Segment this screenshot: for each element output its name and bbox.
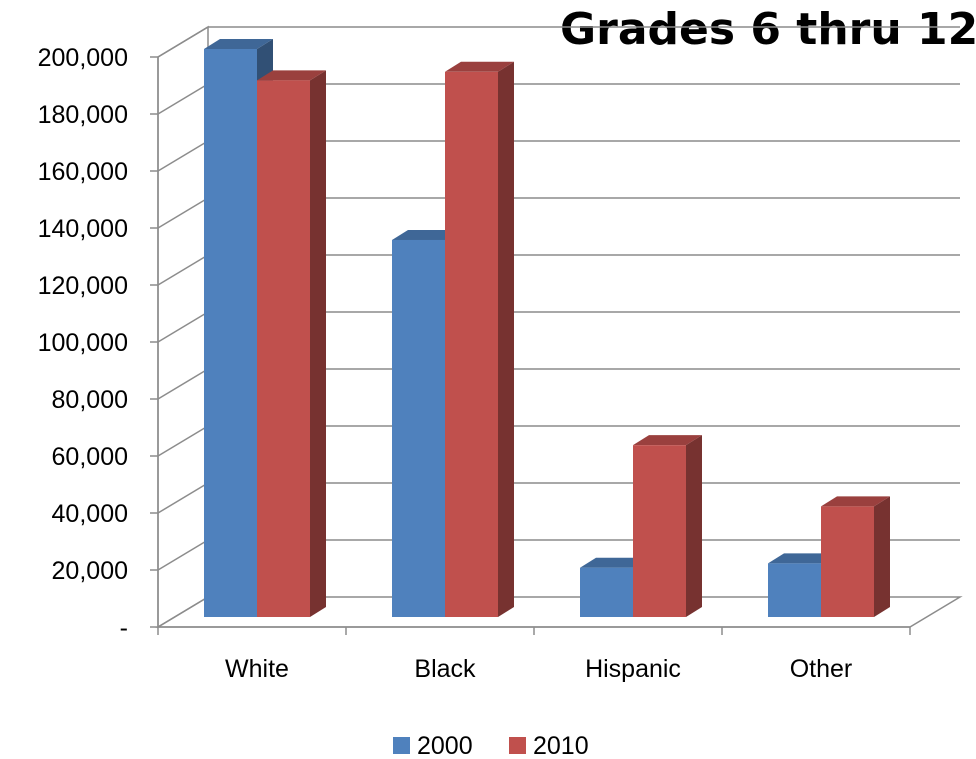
bar-front [821, 506, 874, 617]
gridline-diagonal [157, 539, 209, 571]
x-tick-label: Other [790, 655, 853, 683]
bar-front [257, 80, 310, 618]
y-tick-label: 80,000 [52, 386, 128, 414]
legend-swatch [509, 737, 526, 754]
gridline-diagonal [157, 140, 209, 172]
bar-other-2010 [821, 496, 890, 617]
bars [204, 39, 890, 618]
bar-top [445, 61, 514, 72]
bar-side [310, 70, 326, 618]
y-tick-label: 140,000 [38, 215, 128, 243]
legend-label: 2000 [417, 732, 473, 759]
y-tick-label: 200,000 [38, 44, 128, 72]
x-tick-label: Black [414, 655, 476, 683]
y-tick-label: 100,000 [38, 329, 128, 357]
gridline-diagonal [157, 197, 209, 229]
gridline-diagonal [157, 83, 209, 115]
gridline-diagonal [157, 26, 209, 58]
y-axis: - 20,000 40,000 60,000 80,000 100,000 120,000 1… [38, 44, 159, 642]
y-tick-label: 40,000 [52, 500, 128, 528]
bar-front [445, 71, 498, 618]
bar-white-2010 [257, 70, 326, 618]
bar-side [874, 496, 890, 617]
y-tick-label: 160,000 [38, 158, 128, 186]
legend-label: 2010 [533, 732, 589, 759]
legend: 2000 2010 [393, 732, 589, 759]
bar-top [257, 70, 326, 81]
x-axis: White Black Hispanic Other [157, 626, 911, 683]
gridline-diagonal [157, 482, 209, 514]
x-tick-label: White [225, 655, 289, 683]
bar-top [204, 39, 273, 49]
chart-title: Grades 6 thru 12 [560, 4, 976, 55]
bar-front [768, 563, 821, 617]
gridline-diagonal [157, 311, 209, 343]
bar-black-2010 [445, 61, 514, 618]
bar-front [580, 567, 633, 617]
bar-top [768, 553, 837, 564]
y-tick-label: 120,000 [38, 272, 128, 300]
bar-hispanic-2010 [633, 435, 702, 617]
bar-top [392, 229, 461, 240]
gridline-diagonal [157, 368, 209, 400]
bar-top [633, 435, 702, 446]
legend-swatch [393, 737, 410, 754]
gridline-diagonal [157, 254, 209, 286]
y-tick-label: - [120, 614, 128, 642]
bar-front [392, 239, 445, 617]
bar-top [821, 496, 890, 507]
y-tick-label: 20,000 [52, 557, 128, 585]
y-tick-label: 60,000 [52, 443, 128, 471]
gridlines [157, 26, 960, 571]
gridline-diagonal [157, 425, 209, 457]
legend-item-2010: 2010 [509, 732, 589, 759]
bar-front [204, 49, 257, 617]
bar-front [633, 445, 686, 617]
bar-side [686, 435, 702, 617]
legend-item-2000: 2000 [393, 732, 473, 759]
y-tick-label: 180,000 [38, 101, 128, 129]
bar-side [498, 61, 514, 618]
x-tick-label: Hispanic [585, 655, 681, 683]
bar-top [580, 557, 649, 568]
